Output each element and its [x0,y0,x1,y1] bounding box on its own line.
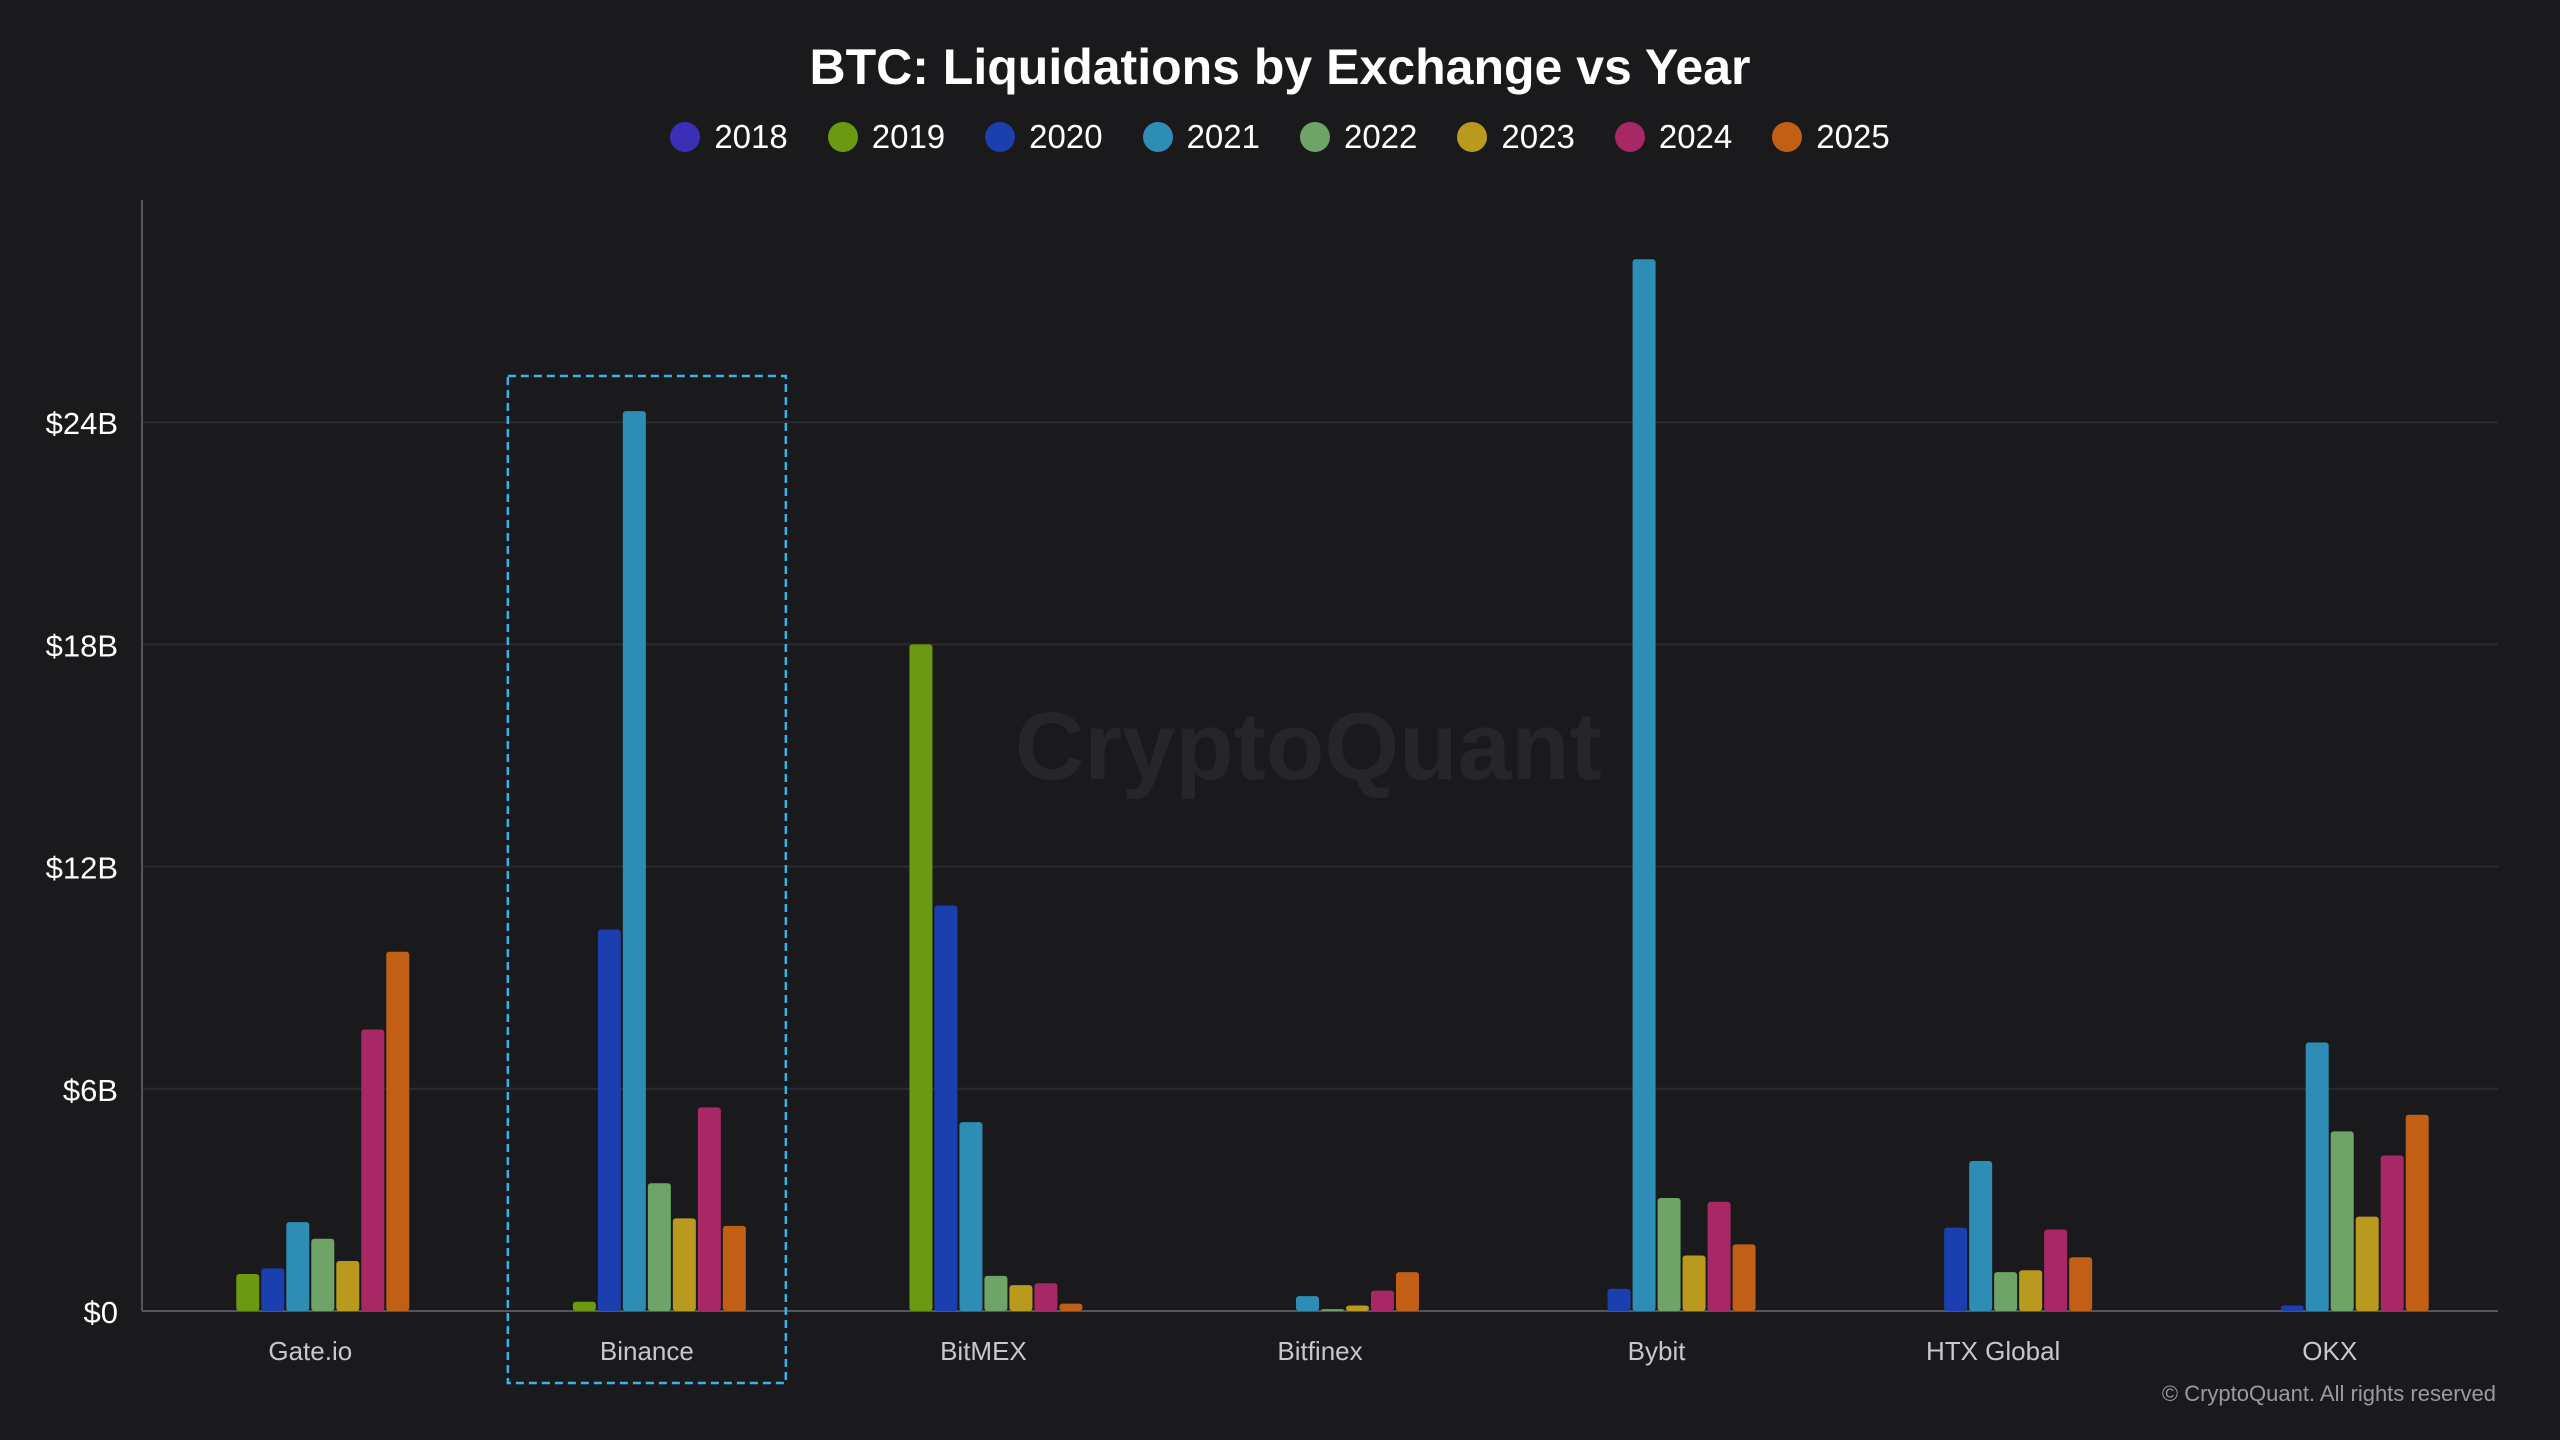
bar-okx-2022[interactable] [2330,1131,2354,1311]
x-tick-label: HTX Global [1926,1336,2060,1366]
legend-item-2022[interactable]: 2022 [1300,118,1417,156]
watermark-text: CryptoQuant [1015,693,1602,800]
bar-bybit-2024[interactable] [1707,1201,1731,1311]
bar-bitmex-2025[interactable] [1059,1303,1083,1311]
bar-bitmex-2021[interactable] [959,1122,983,1311]
bar-bybit-2021[interactable] [1632,259,1656,1312]
legend-label: 2025 [1816,118,1890,155]
bar-binance-2019[interactable] [572,1301,596,1311]
bar-bybit-2022[interactable] [1657,1198,1681,1311]
bar-bybit-2023[interactable] [1682,1255,1706,1311]
chart-title: BTC: Liquidations by Exchange vs Year [809,39,1751,95]
bar-bitmex-2024[interactable] [1034,1283,1058,1311]
x-tick-label: Bitfinex [1277,1336,1362,1366]
legend-label: 2022 [1344,118,1418,155]
bar-bitfinex-2022[interactable] [1321,1309,1344,1311]
x-tick-label: Bybit [1628,1336,1687,1366]
bar-htx-global-2022[interactable] [1994,1272,2018,1311]
bar-htx-global-2020[interactable] [1944,1227,1968,1311]
legend-label: 2023 [1501,118,1575,155]
legend-swatch [1457,122,1488,152]
bar-bybit-2025[interactable] [1732,1244,1756,1311]
bar-gate-io-2024[interactable] [361,1029,385,1311]
bar-okx-2023[interactable] [2355,1216,2379,1311]
bar-gate-io-2025[interactable] [386,951,410,1311]
legend-item-2019[interactable]: 2019 [827,118,946,156]
bar-gate-io-2020[interactable] [261,1268,285,1311]
legend-item-2020[interactable]: 2020 [985,118,1103,156]
legend-label: 2024 [1658,118,1733,155]
legend-item-2024[interactable]: 2024 [1614,118,1733,156]
bar-htx-global-2024[interactable] [2044,1229,2068,1311]
bar-okx-2024[interactable] [2380,1155,2404,1311]
x-tick-label: BitMEX [940,1336,1027,1366]
bar-bitfinex-2023[interactable] [1346,1305,1369,1311]
legend-label: 2019 [871,118,946,155]
bar-bitfinex-2025[interactable] [1396,1272,1419,1311]
bar-okx-2021[interactable] [2305,1042,2329,1311]
bar-binance-2022[interactable] [647,1183,671,1311]
bar-binance-2020[interactable] [597,929,621,1311]
bar-gate-io-2023[interactable] [336,1261,360,1311]
bar-binance-2025[interactable] [722,1225,746,1311]
legend-item-2025[interactable]: 2025 [1772,118,1890,156]
y-tick-label: $24B [46,406,118,441]
bar-binance-2023[interactable] [672,1218,696,1311]
legend-label: 2018 [714,118,788,155]
y-tick-label: $6B [63,1073,118,1108]
bar-htx-global-2025[interactable] [2069,1257,2093,1311]
bar-bitfinex-2021[interactable] [1296,1296,1319,1311]
legend-swatch [985,122,1016,152]
legend-swatch [827,122,858,152]
legend-item-2023[interactable]: 2023 [1457,118,1575,156]
y-tick-label: $18B [46,628,118,663]
bar-okx-2020[interactable] [2280,1305,2304,1311]
bar-bybit-2020[interactable] [1607,1288,1631,1311]
x-tick-label: OKX [2302,1336,2357,1366]
legend-swatch [1772,122,1803,152]
bar-htx-global-2021[interactable] [1969,1161,1993,1311]
y-tick-label: $0 [84,1295,118,1330]
y-tick-label: $12B [46,851,118,886]
legend-swatch [670,122,701,152]
legend-swatch [1300,122,1330,152]
legend-swatch [1614,122,1645,152]
highlight-box [506,374,788,1385]
bar-bitfinex-2024[interactable] [1371,1290,1394,1311]
bar-bitmex-2022[interactable] [984,1275,1008,1311]
bar-bitmex-2023[interactable] [1009,1285,1033,1311]
bar-gate-io-2022[interactable] [311,1238,335,1311]
legend-swatch [1142,122,1173,152]
legend-label: 2020 [1029,118,1103,155]
x-tick-label: Binance [600,1336,694,1366]
legend-item-2021[interactable]: 2021 [1142,118,1260,156]
bar-gate-io-2021[interactable] [286,1222,310,1311]
bar-bitmex-2020[interactable] [934,905,958,1311]
legend-label: 2021 [1186,118,1260,155]
copyright-text: © CryptoQuant. All rights reserved [2161,1381,2496,1406]
bar-binance-2024[interactable] [697,1107,721,1311]
legend: 2018 2019 2020 2021 2022 2023 2024 2025 [0,118,2560,156]
bar-binance-2021[interactable] [622,411,646,1312]
bar-htx-global-2023[interactable] [2019,1270,2043,1311]
x-tick-label: Gate.io [268,1336,352,1366]
bar-bitmex-2019[interactable] [909,644,933,1311]
legend-item-2018[interactable]: 2018 [670,118,788,156]
bar-okx-2025[interactable] [2405,1114,2429,1311]
bar-gate-io-2019[interactable] [236,1273,260,1311]
